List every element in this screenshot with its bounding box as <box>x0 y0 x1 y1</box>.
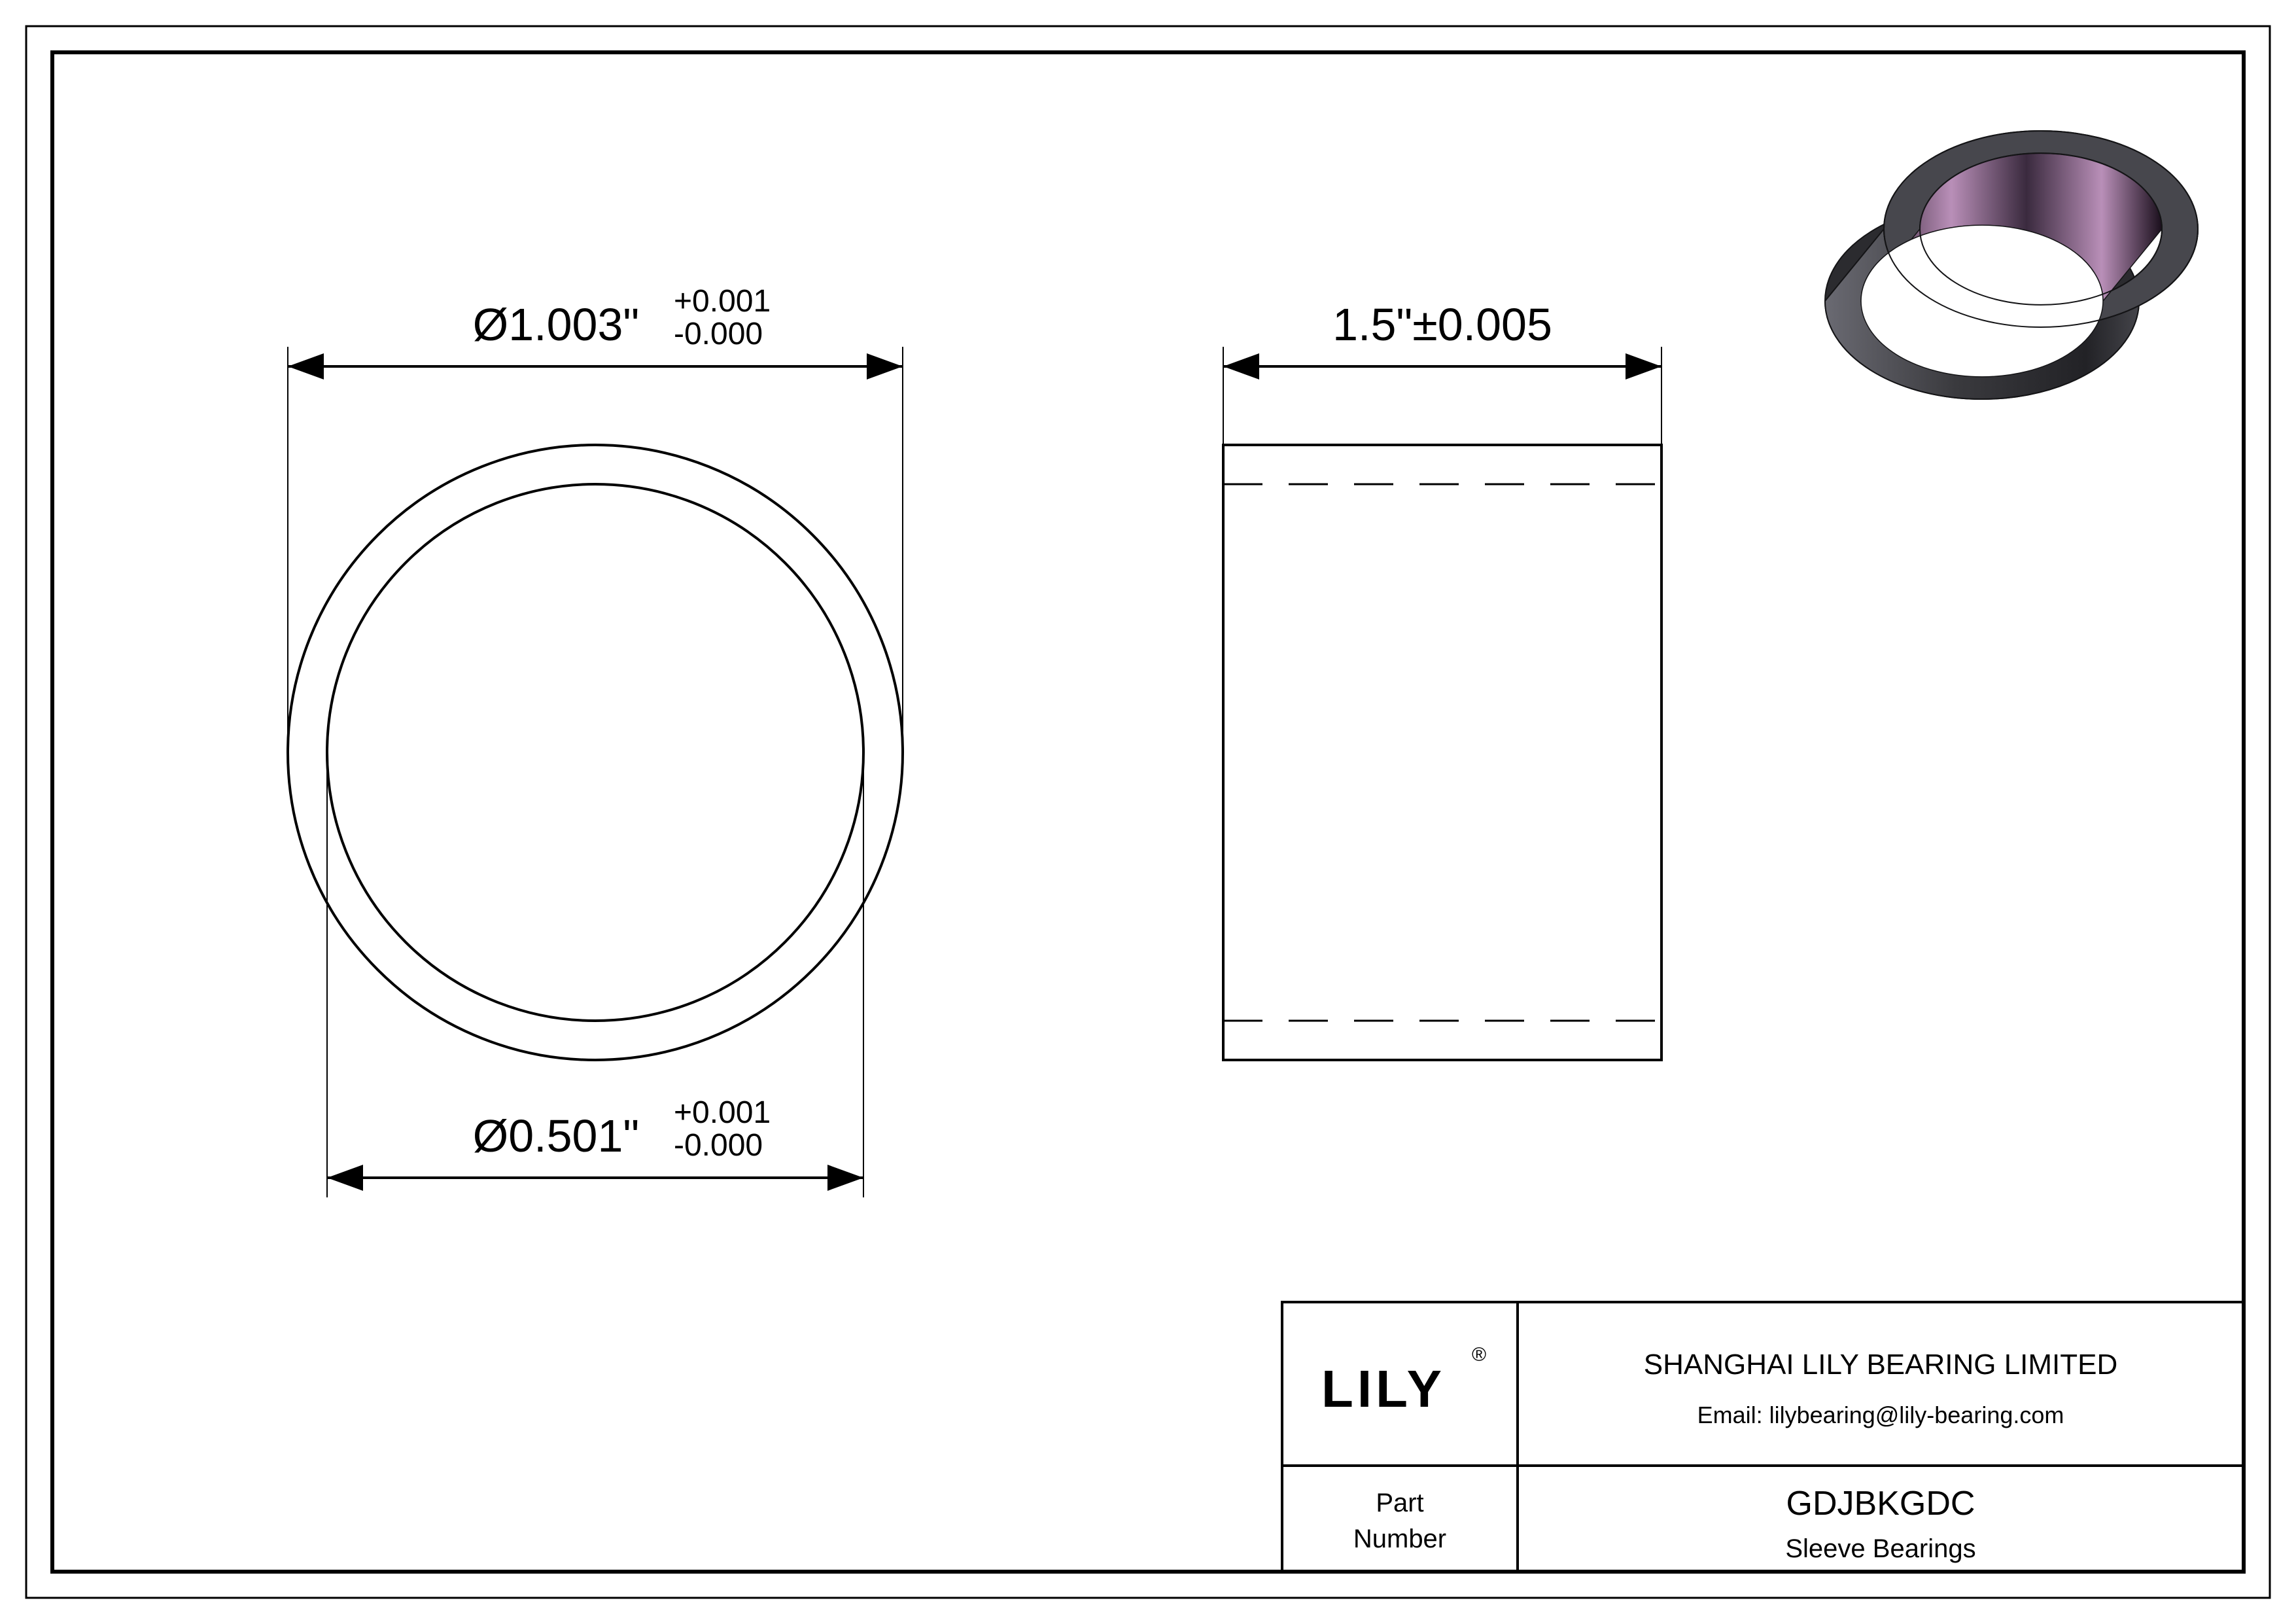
brand-logo-text: LILY <box>1321 1360 1446 1418</box>
dim-outer-dia-tol-lower: -0.000 <box>674 317 763 351</box>
front-view-inner-circle <box>327 484 863 1021</box>
dim-inner-dia-tol-lower: -0.000 <box>674 1128 763 1163</box>
iso-render <box>1825 131 2198 399</box>
front-view-outer-circle <box>288 445 903 1060</box>
company-email: Email: lilybearing@lily-bearing.com <box>1697 1402 2064 1428</box>
part-description: Sleeve Bearings <box>1785 1534 1975 1563</box>
registered-mark: ® <box>1472 1344 1486 1366</box>
dim-inner-dia-tol-upper: +0.001 <box>674 1095 771 1130</box>
dim-outer-dia-tol-upper: +0.001 <box>674 284 771 319</box>
dim-inner-dia-label: Ø0.501" <box>473 1110 639 1161</box>
title-block: LILY ® SHANGHAI LILY BEARING LIMITED Email:… <box>1282 1302 2244 1572</box>
company-name: SHANGHAI LILY BEARING LIMITED <box>1644 1349 2118 1381</box>
drawing-svg: Ø1.003"+0.001-0.000Ø0.501"+0.001-0.0001.… <box>0 0 2296 1624</box>
part-number-label-2: Number <box>1353 1525 1446 1553</box>
side-view-outline <box>1223 445 1661 1060</box>
part-number-value: GDJBKGDC <box>1786 1485 1975 1523</box>
drawing-sheet: Ø1.003"+0.001-0.000Ø0.501"+0.001-0.0001.… <box>0 0 2296 1624</box>
dim-length-label: 1.5"±0.005 <box>1332 299 1552 350</box>
dim-outer-dia-label: Ø1.003" <box>473 299 639 350</box>
part-number-label-1: Part <box>1376 1489 1423 1517</box>
